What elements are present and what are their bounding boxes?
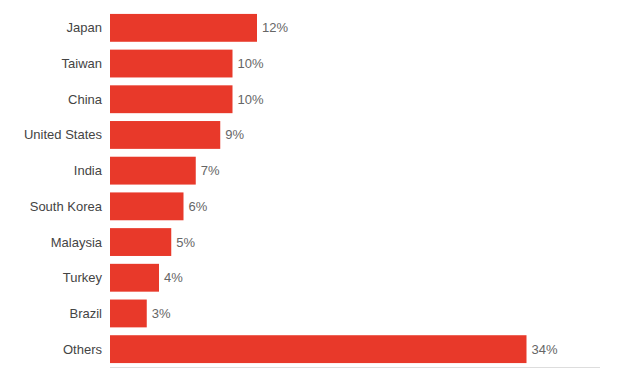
data-label: 10%	[238, 92, 264, 107]
category-label: Malaysia	[51, 235, 103, 250]
bar	[110, 121, 220, 149]
value-axis-line	[110, 367, 600, 368]
data-label: 12%	[262, 20, 288, 35]
category-label: Taiwan	[62, 56, 102, 71]
bar	[110, 50, 233, 78]
chart-svg: Japan 12% Taiwan 10% China 10% United States 9%…	[0, 0, 640, 381]
bar	[110, 300, 147, 328]
category-label: India	[74, 163, 103, 178]
category-label: Japan	[67, 20, 102, 35]
bars	[110, 14, 527, 363]
category-label: Others	[63, 342, 103, 357]
bar	[110, 264, 159, 292]
bar	[110, 85, 233, 113]
data-label: 6%	[189, 199, 208, 214]
data-label: 5%	[176, 235, 195, 250]
data-label: 7%	[201, 163, 220, 178]
data-label: 10%	[238, 56, 264, 71]
data-label: 4%	[164, 270, 183, 285]
data-label: 9%	[225, 127, 244, 142]
data-label: 3%	[152, 306, 171, 321]
data-label: 34%	[532, 342, 558, 357]
category-label: Turkey	[63, 270, 103, 285]
chart-container: Japan 12% Taiwan 10% China 10% United States 9%…	[0, 0, 640, 381]
labels: Japan 12% Taiwan 10% China 10% United States 9%…	[24, 20, 558, 356]
category-label: United States	[24, 127, 103, 142]
bar	[110, 228, 171, 256]
bar	[110, 14, 257, 42]
bar	[110, 192, 184, 220]
bar	[110, 335, 527, 363]
category-label: Brazil	[69, 306, 102, 321]
bar	[110, 157, 196, 185]
category-label: South Korea	[30, 199, 103, 214]
category-label: China	[68, 92, 103, 107]
